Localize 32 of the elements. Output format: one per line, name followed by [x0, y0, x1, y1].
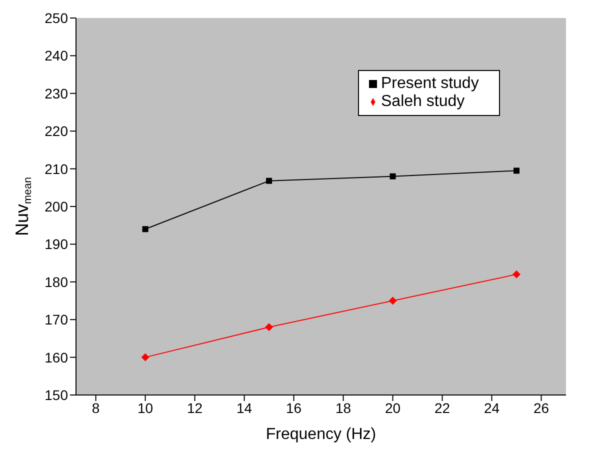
point [514, 168, 520, 174]
x-tick-label: 22 [434, 400, 450, 416]
x-tick-label: 10 [138, 400, 154, 416]
y-tick-label: 250 [44, 10, 68, 26]
y-tick-label: 220 [44, 123, 68, 140]
x-tick-label: 16 [286, 400, 302, 416]
y-tick-label: 180 [44, 274, 68, 290]
x-tick-label: 20 [384, 400, 401, 416]
y-tick-label: 210 [44, 160, 68, 177]
point [141, 353, 150, 362]
x-tick-label: 14 [236, 400, 252, 416]
x-tick-label: 18 [335, 400, 352, 416]
point [512, 270, 521, 278]
x-tick-label: 26 [533, 400, 550, 416]
point [265, 323, 274, 332]
y-tick-label: 230 [44, 85, 68, 102]
legend-label: Saleh study [381, 93, 465, 110]
point [266, 178, 272, 184]
point [142, 226, 148, 232]
point [390, 173, 396, 180]
x-tick-label: 8 [92, 400, 100, 416]
y-tick-label: 160 [44, 349, 68, 366]
point [388, 296, 397, 305]
legend-label: Present study [381, 75, 479, 92]
y-tick-label: 150 [44, 386, 68, 403]
y-tick-label: 240 [44, 48, 68, 64]
y-tick-label: 200 [44, 198, 68, 214]
y-tick-label: 190 [44, 236, 68, 252]
x-axis-title: Frequency (Hz) [266, 426, 376, 443]
y-tick-label: 170 [44, 312, 68, 328]
x-tick-label: 24 [484, 400, 500, 416]
x-tick-label: 12 [187, 400, 203, 416]
